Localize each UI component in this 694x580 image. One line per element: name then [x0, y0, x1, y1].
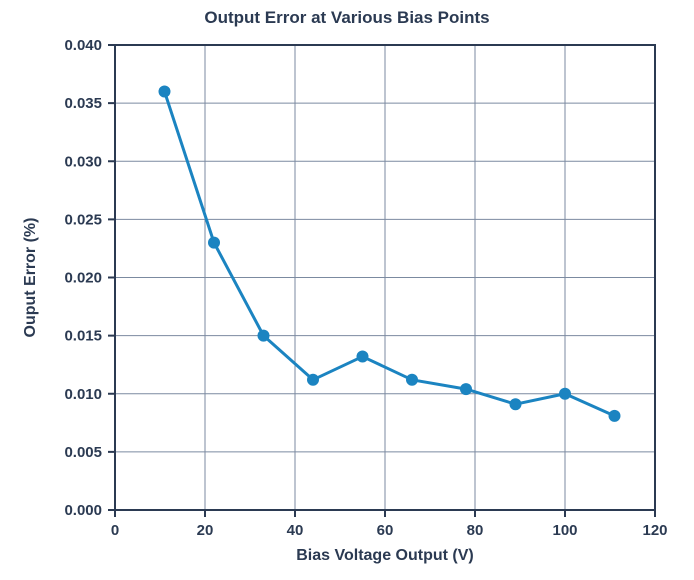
data-point	[609, 410, 621, 422]
x-tick-label: 20	[197, 522, 214, 539]
data-point	[559, 388, 571, 400]
y-tick-label: 0.000	[64, 502, 102, 519]
data-point	[307, 374, 319, 386]
x-axis-label: Bias Voltage Output (V)	[296, 547, 473, 564]
y-tick-label: 0.010	[64, 386, 102, 403]
y-tick-label: 0.030	[64, 153, 102, 170]
data-point	[357, 351, 369, 363]
y-tick-label: 0.035	[64, 95, 102, 112]
y-tick-label: 0.005	[64, 444, 102, 461]
y-tick-label: 0.015	[64, 328, 102, 345]
x-tick-label: 120	[642, 522, 667, 539]
data-point	[159, 86, 171, 98]
x-tick-label: 80	[467, 522, 484, 539]
y-tick-label: 0.020	[64, 270, 102, 287]
x-tick-label: 0	[111, 522, 119, 539]
data-point	[208, 237, 220, 249]
x-tick-label: 60	[377, 522, 394, 539]
data-point	[406, 374, 418, 386]
y-axis-label: Ouput Error (%)	[22, 218, 39, 338]
x-tick-label: 40	[287, 522, 304, 539]
data-point	[460, 383, 472, 395]
output-error-chart: Output Error at Various Bias Points 0204…	[0, 0, 694, 580]
data-point	[510, 398, 522, 410]
x-tick-label: 100	[552, 522, 577, 539]
y-tick-label: 0.025	[64, 211, 102, 228]
chart-svg: 0 20 40 60 80 100 120 0.000 0.005 0.010 0.015 0.020…	[0, 0, 694, 580]
data-point	[258, 330, 270, 342]
y-tick-label: 0.040	[64, 37, 102, 54]
